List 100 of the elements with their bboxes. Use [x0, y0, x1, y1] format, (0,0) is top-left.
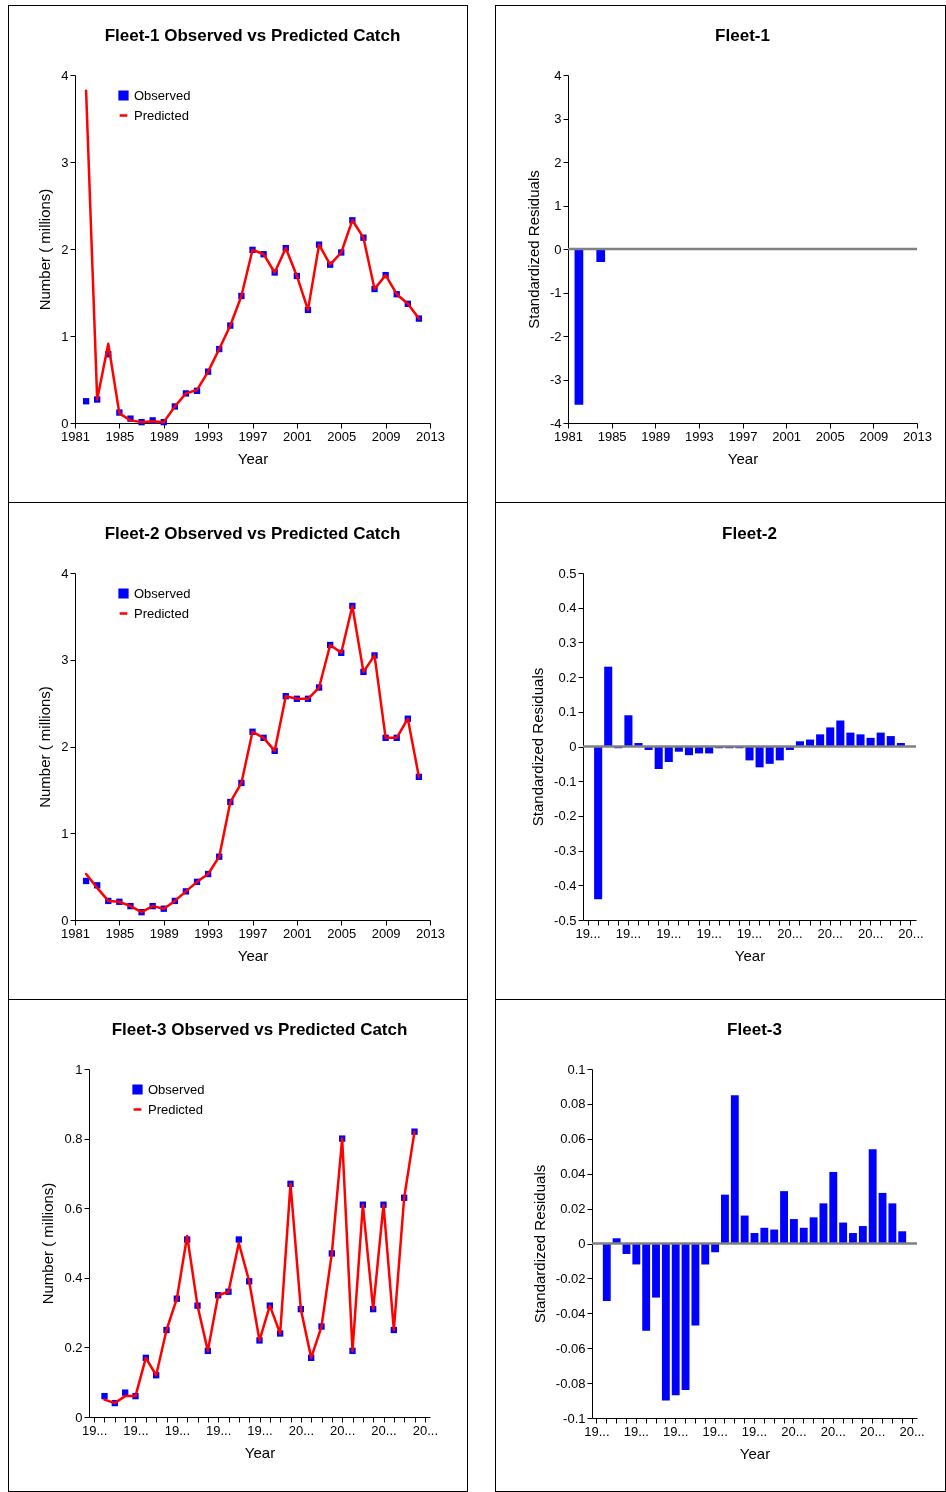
- x-tick-label: 1993: [194, 428, 224, 444]
- x-tick-label: 2009: [371, 428, 401, 444]
- x-axis-title: Year: [237, 449, 269, 467]
- y-tick-label: 0.08: [560, 1096, 586, 1112]
- x-tick-label: 20...: [781, 1423, 807, 1439]
- x-tick-label: 2009: [371, 925, 401, 941]
- y-axis-title: Standardized Residuals: [530, 1164, 548, 1324]
- legend-label: Predicted: [134, 605, 189, 621]
- y-axis-title: Number ( millions): [39, 1182, 57, 1305]
- x-tick-label: 20...: [330, 1422, 356, 1438]
- y-tick-label: -3: [549, 372, 562, 387]
- x-tick-label: 19...: [702, 1423, 728, 1439]
- x-axis-title: Year: [244, 1443, 276, 1461]
- y-tick-label: -0.08: [555, 1375, 586, 1391]
- y-tick-label: 0: [578, 1236, 586, 1251]
- x-tick-label: 19...: [575, 925, 601, 941]
- y-axis-title: Number ( millions): [36, 686, 54, 808]
- y-tick-label: 4: [61, 565, 69, 581]
- y-tick-label: 3: [554, 111, 562, 126]
- y-tick-label: 0.06: [560, 1131, 586, 1147]
- x-tick-label: 20...: [857, 925, 884, 941]
- y-tick-label: 4: [554, 67, 562, 83]
- x-tick-label: 20...: [860, 1423, 886, 1439]
- y-tick-label: 0.3: [558, 634, 577, 650]
- x-tick-label: 20...: [777, 925, 803, 941]
- y-tick-label: 0: [75, 1409, 83, 1425]
- y-tick-label: 0.5: [558, 565, 577, 581]
- x-tick-label: 19...: [164, 1422, 190, 1438]
- y-tick-label: -0.02: [555, 1270, 586, 1286]
- x-tick-label: 19...: [656, 925, 682, 941]
- x-axis-title: Year: [734, 946, 766, 964]
- x-tick-label: 2001: [282, 925, 312, 941]
- legend-label: Observed: [148, 1081, 205, 1097]
- y-tick-label: 3: [61, 652, 69, 668]
- x-tick-label: 1997: [728, 428, 758, 444]
- x-tick-label: 2005: [327, 925, 357, 941]
- y-tick-label: -0.1: [563, 1410, 586, 1426]
- chart-title: Fleet-2 Observed vs Predicted Catch: [104, 524, 401, 543]
- y-tick-label: 2: [61, 739, 69, 754]
- x-tick-label: 19...: [247, 1422, 273, 1438]
- x-tick-label: 19...: [663, 1423, 689, 1439]
- x-tick-label: 2005: [327, 428, 357, 444]
- y-tick-label: 4: [61, 67, 69, 83]
- y-tick-label: 0.02: [560, 1201, 586, 1217]
- x-tick-label: 19...: [615, 925, 642, 941]
- x-tick-label: 1985: [105, 925, 135, 941]
- y-tick-label: 3: [61, 154, 69, 170]
- y-tick-label: 0.1: [558, 704, 577, 720]
- y-tick-label: 0.6: [64, 1200, 83, 1216]
- x-tick-label: 1989: [641, 428, 671, 444]
- x-tick-label: 2001: [772, 428, 802, 444]
- x-axis-title: Year: [237, 946, 269, 964]
- x-tick-label: 20...: [898, 925, 924, 941]
- x-tick-label: 19...: [623, 1423, 649, 1439]
- x-tick-label: 1985: [597, 428, 627, 444]
- legend-label: Predicted: [134, 107, 189, 123]
- x-tick-label: 19...: [584, 1423, 610, 1439]
- y-axis-title: Standardized Residuals: [529, 667, 547, 827]
- y-tick-label: -0.5: [554, 912, 577, 928]
- x-tick-label: 1993: [684, 428, 714, 444]
- x-tick-label: 1981: [554, 428, 583, 444]
- x-tick-label: 2013: [416, 925, 445, 941]
- x-tick-label: 19...: [741, 1423, 768, 1439]
- y-tick-label: -1: [549, 285, 562, 300]
- y-tick-label: -2: [549, 328, 562, 344]
- y-tick-label: 0.2: [558, 669, 577, 685]
- x-axis-title: Year: [739, 1444, 771, 1462]
- y-tick-label: -0.06: [555, 1340, 586, 1356]
- y-tick-label: 0: [61, 415, 69, 431]
- x-tick-label: 1997: [238, 925, 268, 941]
- y-tick-label: -0.3: [554, 843, 577, 859]
- x-tick-label: 1989: [149, 925, 179, 941]
- x-tick-label: 20...: [288, 1422, 314, 1438]
- y-tick-label: 1: [75, 1061, 83, 1077]
- x-tick-label: 20...: [412, 1422, 438, 1438]
- x-tick-label: 1985: [105, 428, 135, 444]
- y-tick-label: 0.04: [560, 1166, 586, 1182]
- x-tick-label: 1981: [61, 428, 90, 444]
- x-tick-label: 19...: [82, 1422, 108, 1438]
- x-tick-label: 2001: [282, 428, 312, 444]
- x-tick-label: 20...: [820, 1423, 846, 1439]
- y-tick-label: 0: [61, 912, 69, 928]
- x-tick-label: 1993: [194, 925, 224, 941]
- x-tick-label: 20...: [817, 925, 843, 941]
- y-tick-label: -0.2: [554, 808, 577, 824]
- chart-title: Fleet-2: [722, 524, 777, 543]
- x-tick-label: 2013: [903, 428, 932, 444]
- x-tick-label: 19...: [736, 925, 763, 941]
- x-tick-label: 2005: [815, 428, 845, 444]
- y-tick-label: 1: [554, 198, 562, 213]
- y-tick-label: 0.4: [558, 600, 577, 616]
- x-tick-label: 20...: [371, 1422, 397, 1438]
- y-tick-label: 0.1: [567, 1061, 586, 1077]
- y-tick-label: 0: [554, 241, 562, 257]
- legend-label: Observed: [134, 87, 191, 103]
- chart-title: Fleet-1 Observed vs Predicted Catch: [104, 26, 401, 45]
- x-tick-label: 19...: [206, 1422, 232, 1438]
- x-tick-label: 19...: [123, 1422, 149, 1438]
- y-tick-label: -0.4: [554, 877, 577, 893]
- y-tick-label: 0.8: [64, 1131, 83, 1147]
